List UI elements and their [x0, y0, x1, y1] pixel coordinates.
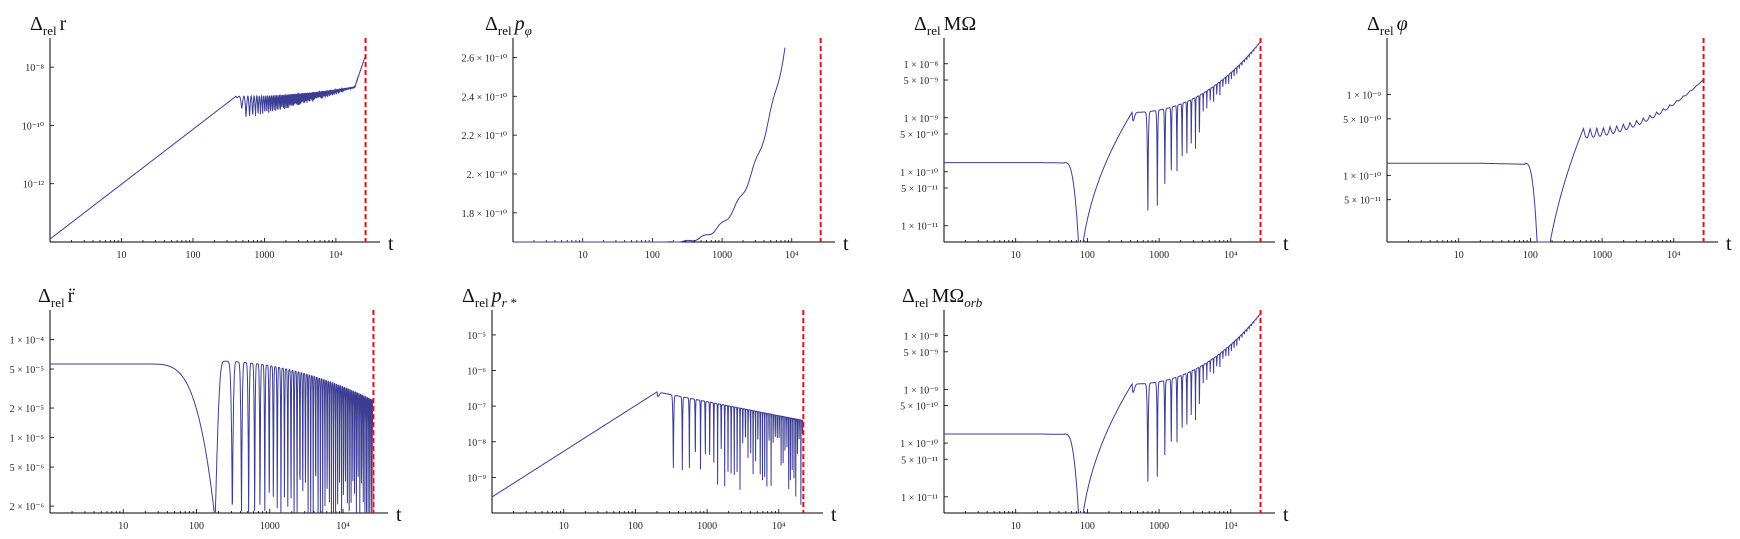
x-tick-label: 10 [559, 521, 569, 532]
x-tick-label: 1000 [254, 250, 274, 261]
y-tick-label: 1.8 × 10⁻¹⁰ [462, 209, 507, 220]
y-tick-label: 1 × 10⁻¹¹ [901, 222, 938, 233]
data-series-line [944, 41, 1261, 243]
x-tick-label: 100 [645, 250, 660, 261]
chart-title: Δrel MΩ [914, 13, 976, 38]
x-tick-label: 10 [1454, 250, 1464, 261]
chart-panel-1: Δrel r 10 100 1000 10⁴ t 10⁻⁸ 10⁻¹⁰ 10⁻¹² [22, 13, 394, 261]
y-tick-label: 2. × 10⁻¹⁰ [467, 170, 507, 181]
x-tick-label: 10 [116, 250, 126, 261]
y-tick-label: 2.2 × 10⁻¹⁰ [462, 131, 507, 142]
y-tick-label: 1 × 10⁻⁴ [10, 336, 45, 347]
y-tick-label: 1 × 10⁻¹⁰ [1343, 171, 1381, 182]
x-tick-label: 10 [1011, 521, 1021, 532]
y-tick-label: 5 × 10⁻¹⁰ [900, 402, 938, 413]
x-tick-label: 1000 [1592, 250, 1612, 261]
x-tick-label: 10⁴ [329, 250, 343, 261]
y-tick-label: 10⁻¹⁰ [22, 121, 44, 132]
chart-title: Δrel pr * [462, 285, 517, 310]
y-tick-label: 10⁻⁸ [25, 63, 44, 74]
chart-panel-2: Δrel pφ 10 100 1000 10⁴ t 2.6 × 10⁻¹⁰ 2.4 × 10⁻¹… [462, 13, 849, 261]
x-tick-label: 10 [118, 521, 128, 532]
y-tick-label: 10⁻⁵ [467, 331, 486, 342]
chart-title: Δrel MΩorb [902, 285, 983, 310]
y-tick-label: 2 × 10⁻⁶ [10, 502, 45, 513]
y-tick-label: 1 × 10⁻⁹ [904, 114, 939, 125]
x-axis-label: t [1726, 233, 1732, 255]
chart-title: Δrel φ [1367, 13, 1408, 38]
x-tick-label: 10⁴ [1667, 250, 1681, 261]
x-tick-label: 10 [1011, 250, 1021, 261]
y-tick-label: 2.6 × 10⁻¹⁰ [462, 53, 507, 64]
x-axis-label: t [843, 233, 849, 255]
chart-panel-4: Δrel φ 10 100 1000 10⁴ t 1 × 10⁻⁹ 5 × 10⁻¹⁰ 1 × 1… [1343, 13, 1732, 261]
x-tick-label: 10⁴ [1224, 250, 1238, 261]
y-tick-label: 10⁻⁹ [467, 473, 486, 484]
y-tick-label: 5 × 10⁻⁹ [904, 348, 939, 359]
y-tick-label: 5 × 10⁻¹⁰ [1343, 115, 1381, 126]
y-tick-label: 5 × 10⁻⁶ [10, 463, 45, 474]
y-tick-label: 1 × 10⁻⁸ [904, 60, 939, 71]
y-tick-label: 10⁻¹² [23, 180, 44, 191]
chart-title: Δrel r̈ [38, 285, 75, 310]
y-tick-label: 2 × 10⁻⁵ [10, 404, 44, 415]
y-tick-label: 1 × 10⁻⁹ [904, 385, 939, 396]
chart-title: Δrel pφ [485, 13, 532, 38]
chart-panel-5: Δrel r̈ 10 100 1000 10⁴ t 1 × 10⁻⁴ 5 × 10⁻⁵ 2 × 1… [10, 285, 402, 532]
x-tick-label: 10 [578, 250, 588, 261]
x-axis-label: t [1283, 504, 1289, 526]
y-tick-label: 1 × 10⁻⁵ [10, 434, 44, 445]
x-tick-label: 1000 [697, 521, 717, 532]
data-series-line [513, 47, 786, 243]
data-series-line [50, 360, 374, 514]
x-tick-label: 10⁴ [336, 521, 350, 532]
y-tick-label: 5 × 10⁻¹¹ [1344, 196, 1381, 207]
x-tick-label: 100 [1080, 250, 1095, 261]
y-tick-label: 1 × 10⁻¹⁰ [900, 439, 938, 450]
y-tick-label: 1 × 10⁻⁹ [1347, 91, 1382, 102]
y-tick-label: 5 × 10⁻¹⁰ [900, 130, 938, 141]
data-series-line [491, 391, 804, 505]
y-tick-label: 5 × 10⁻⁹ [904, 76, 939, 87]
y-tick-label: 10⁻⁷ [467, 402, 486, 413]
x-axis-label: t [396, 504, 402, 526]
y-tick-label: 1 × 10⁻¹⁰ [900, 168, 938, 179]
x-tick-label: 100 [1523, 250, 1538, 261]
x-tick-label: 10⁴ [772, 521, 786, 532]
x-tick-label: 100 [189, 521, 204, 532]
y-tick-label: 10⁻⁶ [467, 367, 486, 378]
chart-panel-3: Δrel MΩ 10 100 1000 10⁴ t 1 × 10⁻⁸ 5 × 10⁻⁹ 1 × 1… [900, 13, 1289, 261]
y-tick-label: 5 × 10⁻¹¹ [901, 184, 938, 195]
x-tick-label: 1000 [712, 250, 732, 261]
x-tick-label: 10⁴ [1224, 521, 1238, 532]
data-series-line [1387, 79, 1704, 243]
x-axis-label: t [1283, 233, 1289, 255]
x-tick-label: 100 [628, 521, 643, 532]
x-axis-label: t [831, 504, 837, 526]
data-series-line [49, 56, 366, 240]
data-series-line [944, 313, 1261, 514]
x-tick-label: 1000 [260, 521, 280, 532]
y-tick-label: 2.4 × 10⁻¹⁰ [462, 92, 507, 103]
x-tick-label: 1000 [1149, 521, 1169, 532]
x-tick-label: 10⁴ [785, 250, 799, 261]
y-tick-label: 5 × 10⁻⁵ [10, 365, 44, 376]
chart-title: Δrel r [30, 13, 67, 38]
x-tick-label: 100 [185, 250, 200, 261]
x-tick-label: 1000 [1149, 250, 1169, 261]
x-tick-label: 100 [1080, 521, 1095, 532]
y-tick-label: 10⁻⁸ [467, 438, 486, 449]
chart-panel-7: Δrel MΩorb 10 100 1000 10⁴ t 1 × 10⁻⁸ 5 × 10⁻⁹ 1 … [900, 285, 1289, 532]
x-axis-label: t [388, 233, 394, 255]
y-tick-label: 5 × 10⁻¹¹ [901, 455, 938, 466]
y-tick-label: 1 × 10⁻¹¹ [901, 493, 938, 504]
chart-panel-6: Δrel pr * 10 100 1000 10⁴ t 10⁻⁵ 10⁻⁶ 10⁻⁷ 10⁻⁸ 10⁻… [462, 285, 837, 532]
y-tick-label: 1 × 10⁻⁸ [904, 332, 939, 343]
